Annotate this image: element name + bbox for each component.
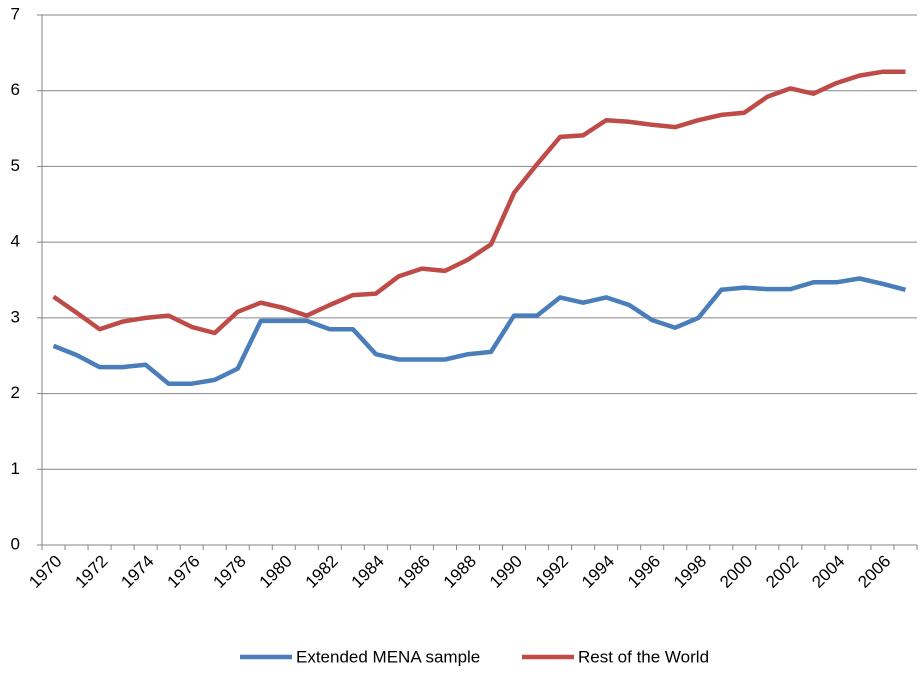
y-tick-label: 6 bbox=[11, 80, 20, 99]
x-tick-label: 2004 bbox=[808, 552, 848, 592]
series-line bbox=[52, 276, 907, 386]
y-tick-label: 2 bbox=[11, 383, 20, 402]
x-tick-label: 1978 bbox=[210, 552, 250, 592]
y-tick-label: 4 bbox=[11, 232, 20, 251]
y-tick-label: 0 bbox=[11, 534, 20, 553]
series-line bbox=[52, 69, 906, 336]
x-tick-label: 1994 bbox=[578, 552, 618, 592]
y-tick-label: 3 bbox=[11, 307, 20, 326]
x-tick-label: 2006 bbox=[854, 552, 894, 592]
x-tick-label: 1976 bbox=[163, 552, 203, 592]
y-tick-label: 5 bbox=[11, 156, 20, 175]
legend-label: Extended MENA sample bbox=[296, 647, 480, 666]
x-tick-label: 1986 bbox=[394, 552, 434, 592]
x-tick-label: 1990 bbox=[486, 552, 526, 592]
x-tick-label: 1988 bbox=[440, 552, 480, 592]
x-tick-label: 1974 bbox=[117, 552, 157, 592]
x-tick-label: 1980 bbox=[256, 552, 296, 592]
x-tick-label: 2000 bbox=[716, 552, 756, 592]
x-tick-label: 1982 bbox=[302, 552, 342, 592]
y-tick-label: 7 bbox=[11, 4, 20, 23]
x-tick-label: 1984 bbox=[348, 552, 388, 592]
x-tick-label: 1992 bbox=[532, 552, 572, 592]
x-tick-label: 2002 bbox=[762, 552, 802, 592]
legend-label: Rest of the World bbox=[578, 647, 709, 666]
y-tick-label: 1 bbox=[11, 459, 20, 478]
x-tick-label: 1972 bbox=[71, 552, 111, 592]
x-tick-label: 1996 bbox=[624, 552, 664, 592]
x-tick-label: 1970 bbox=[25, 552, 65, 592]
x-tick-label: 1998 bbox=[670, 552, 710, 592]
